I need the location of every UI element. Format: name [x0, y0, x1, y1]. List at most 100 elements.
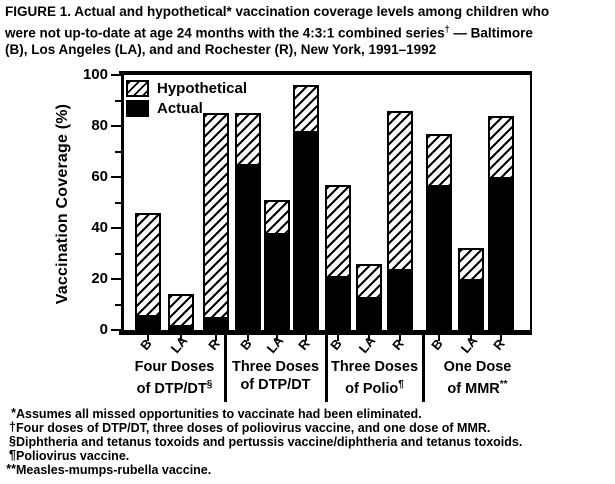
y-major-tick [111, 176, 121, 178]
y-axis-line [121, 71, 124, 335]
y-major-tick [111, 125, 121, 127]
stacked-bar [263, 200, 290, 330]
figure-title: FIGURE 1. Actual and hypothetical* vacci… [5, 4, 611, 59]
group-label-line-1: Four Doses [134, 359, 215, 375]
y-major-tick [111, 329, 121, 331]
actual-segment [487, 177, 514, 330]
x-bar-tick [215, 335, 217, 341]
stacked-bar [292, 85, 319, 330]
footnotes: *Assumes all missed opportunities to vac… [3, 406, 523, 477]
y-major-tick [111, 278, 121, 280]
footnote: ¶Poliovirus vaccine. [3, 448, 522, 463]
group-label-line-2: of DTP/DT§ [136, 379, 213, 397]
x-bar-tick [368, 335, 370, 341]
y-minor-tick [115, 201, 121, 204]
footnote: §Diphtheria and tetanus toxoids and pert… [3, 434, 523, 449]
group-divider-line [224, 330, 227, 402]
x-group-label: Three Doses of Polio¶ [326, 358, 423, 398]
x-group-label: One Dose of MMR** [423, 358, 532, 398]
actual-segment [387, 269, 413, 330]
actual-segment [168, 325, 194, 330]
footnote-text: Diphtheria and tetanus toxoids and pertu… [16, 435, 523, 449]
hatched-swatch-icon [126, 79, 149, 97]
group-divider-line [422, 330, 425, 402]
x-bar-tick [275, 335, 278, 341]
y-minor-tick [115, 150, 121, 153]
stacked-bar [487, 116, 514, 330]
group-label-superscript: ** [499, 379, 508, 390]
actual-segment [356, 297, 382, 330]
actual-segment [457, 279, 484, 330]
x-bar-tick [469, 335, 472, 341]
actual-segment [134, 315, 161, 330]
footnote-text: Poliovirus vaccine. [16, 449, 130, 463]
footnote: **Measles-mumps-rubella vaccine. [3, 462, 522, 477]
group-label-line-2: of MMR** [447, 379, 508, 397]
x-bar-tick [180, 335, 182, 341]
stacked-bar [234, 113, 261, 330]
y-major-tick [111, 74, 121, 76]
actual-segment [325, 276, 351, 330]
solid-swatch-icon [126, 99, 149, 117]
stacked-bar [168, 294, 194, 330]
figure-title-line-3: (B), Los Angeles (LA), and and Rochester… [5, 42, 437, 58]
x-bar-tick [337, 335, 339, 341]
stacked-bar [426, 134, 452, 330]
stacked-bar [325, 185, 351, 330]
y-minor-tick [115, 303, 121, 306]
x-bar-tick [246, 335, 249, 341]
footnote-marker: * [11, 406, 16, 420]
y-tick-label: 40 [91, 219, 108, 236]
legend-item-actual: Actual [126, 98, 247, 118]
actual-segment [203, 317, 229, 330]
legend-label: Hypothetical [157, 79, 248, 97]
x-bar-tick [304, 335, 307, 341]
footnote-marker: § [9, 434, 16, 448]
actual-segment [292, 131, 319, 330]
figure-title-line-1: FIGURE 1. Actual and hypothetical* vacci… [5, 4, 550, 19]
x-bar-tick [399, 335, 401, 341]
figure-title-line-2: were not up-to-date at age 24 months wit… [5, 23, 533, 41]
group-divider-line [325, 330, 328, 402]
y-tick-label: 80 [91, 117, 108, 134]
footnote-text: Measles-mumps-rubella vaccine. [16, 463, 212, 477]
legend-item-hypothetical: Hypothetical [126, 78, 247, 98]
group-label-line-1: One Dose [443, 359, 512, 375]
x-bar-tick [499, 335, 502, 341]
plot-right-border [530, 71, 532, 335]
x-group-label: Three Doses of DTP/DT [225, 358, 326, 394]
footnote-marker: ** [6, 462, 16, 476]
y-tick-label: 20 [91, 270, 108, 287]
group-label-superscript: § [206, 379, 213, 390]
plot-top-border [119, 71, 532, 75]
x-bar-tick [146, 335, 149, 341]
stacked-bar [387, 111, 413, 330]
footnote-marker: ¶ [9, 448, 16, 462]
footnote-text: Four doses of DTP/DT, three doses of pol… [16, 421, 491, 435]
legend: Hypothetical Actual [126, 78, 247, 118]
x-bar-tick [438, 335, 440, 341]
y-tick-label: 60 [91, 168, 108, 185]
actual-segment [426, 185, 452, 330]
footnote-text: Assumes all missed opportunities to vacc… [16, 407, 422, 421]
dagger-superscript: † [444, 23, 450, 34]
y-major-tick [111, 227, 121, 229]
y-tick-label: 0 [99, 321, 108, 338]
group-label-line-2: of DTP/DT [240, 377, 311, 393]
stacked-bar [457, 248, 484, 330]
stacked-bar [356, 264, 382, 330]
y-tick-label: 100 [82, 66, 108, 83]
stacked-bar [203, 113, 229, 330]
stacked-bar [134, 213, 161, 330]
legend-label: Actual [157, 99, 203, 117]
y-minor-tick [115, 252, 121, 255]
x-group-label: Four Doses of DTP/DT§ [124, 358, 225, 398]
group-label-line-1: Three Doses [330, 359, 419, 375]
actual-segment [234, 164, 261, 330]
group-label-line-2: of Polio¶ [345, 379, 404, 397]
y-minor-tick [115, 99, 121, 102]
actual-segment [263, 233, 290, 330]
footnote: *Assumes all missed opportunities to vac… [3, 406, 522, 421]
footnote: †Four doses of DTP/DT, three doses of po… [3, 420, 522, 435]
